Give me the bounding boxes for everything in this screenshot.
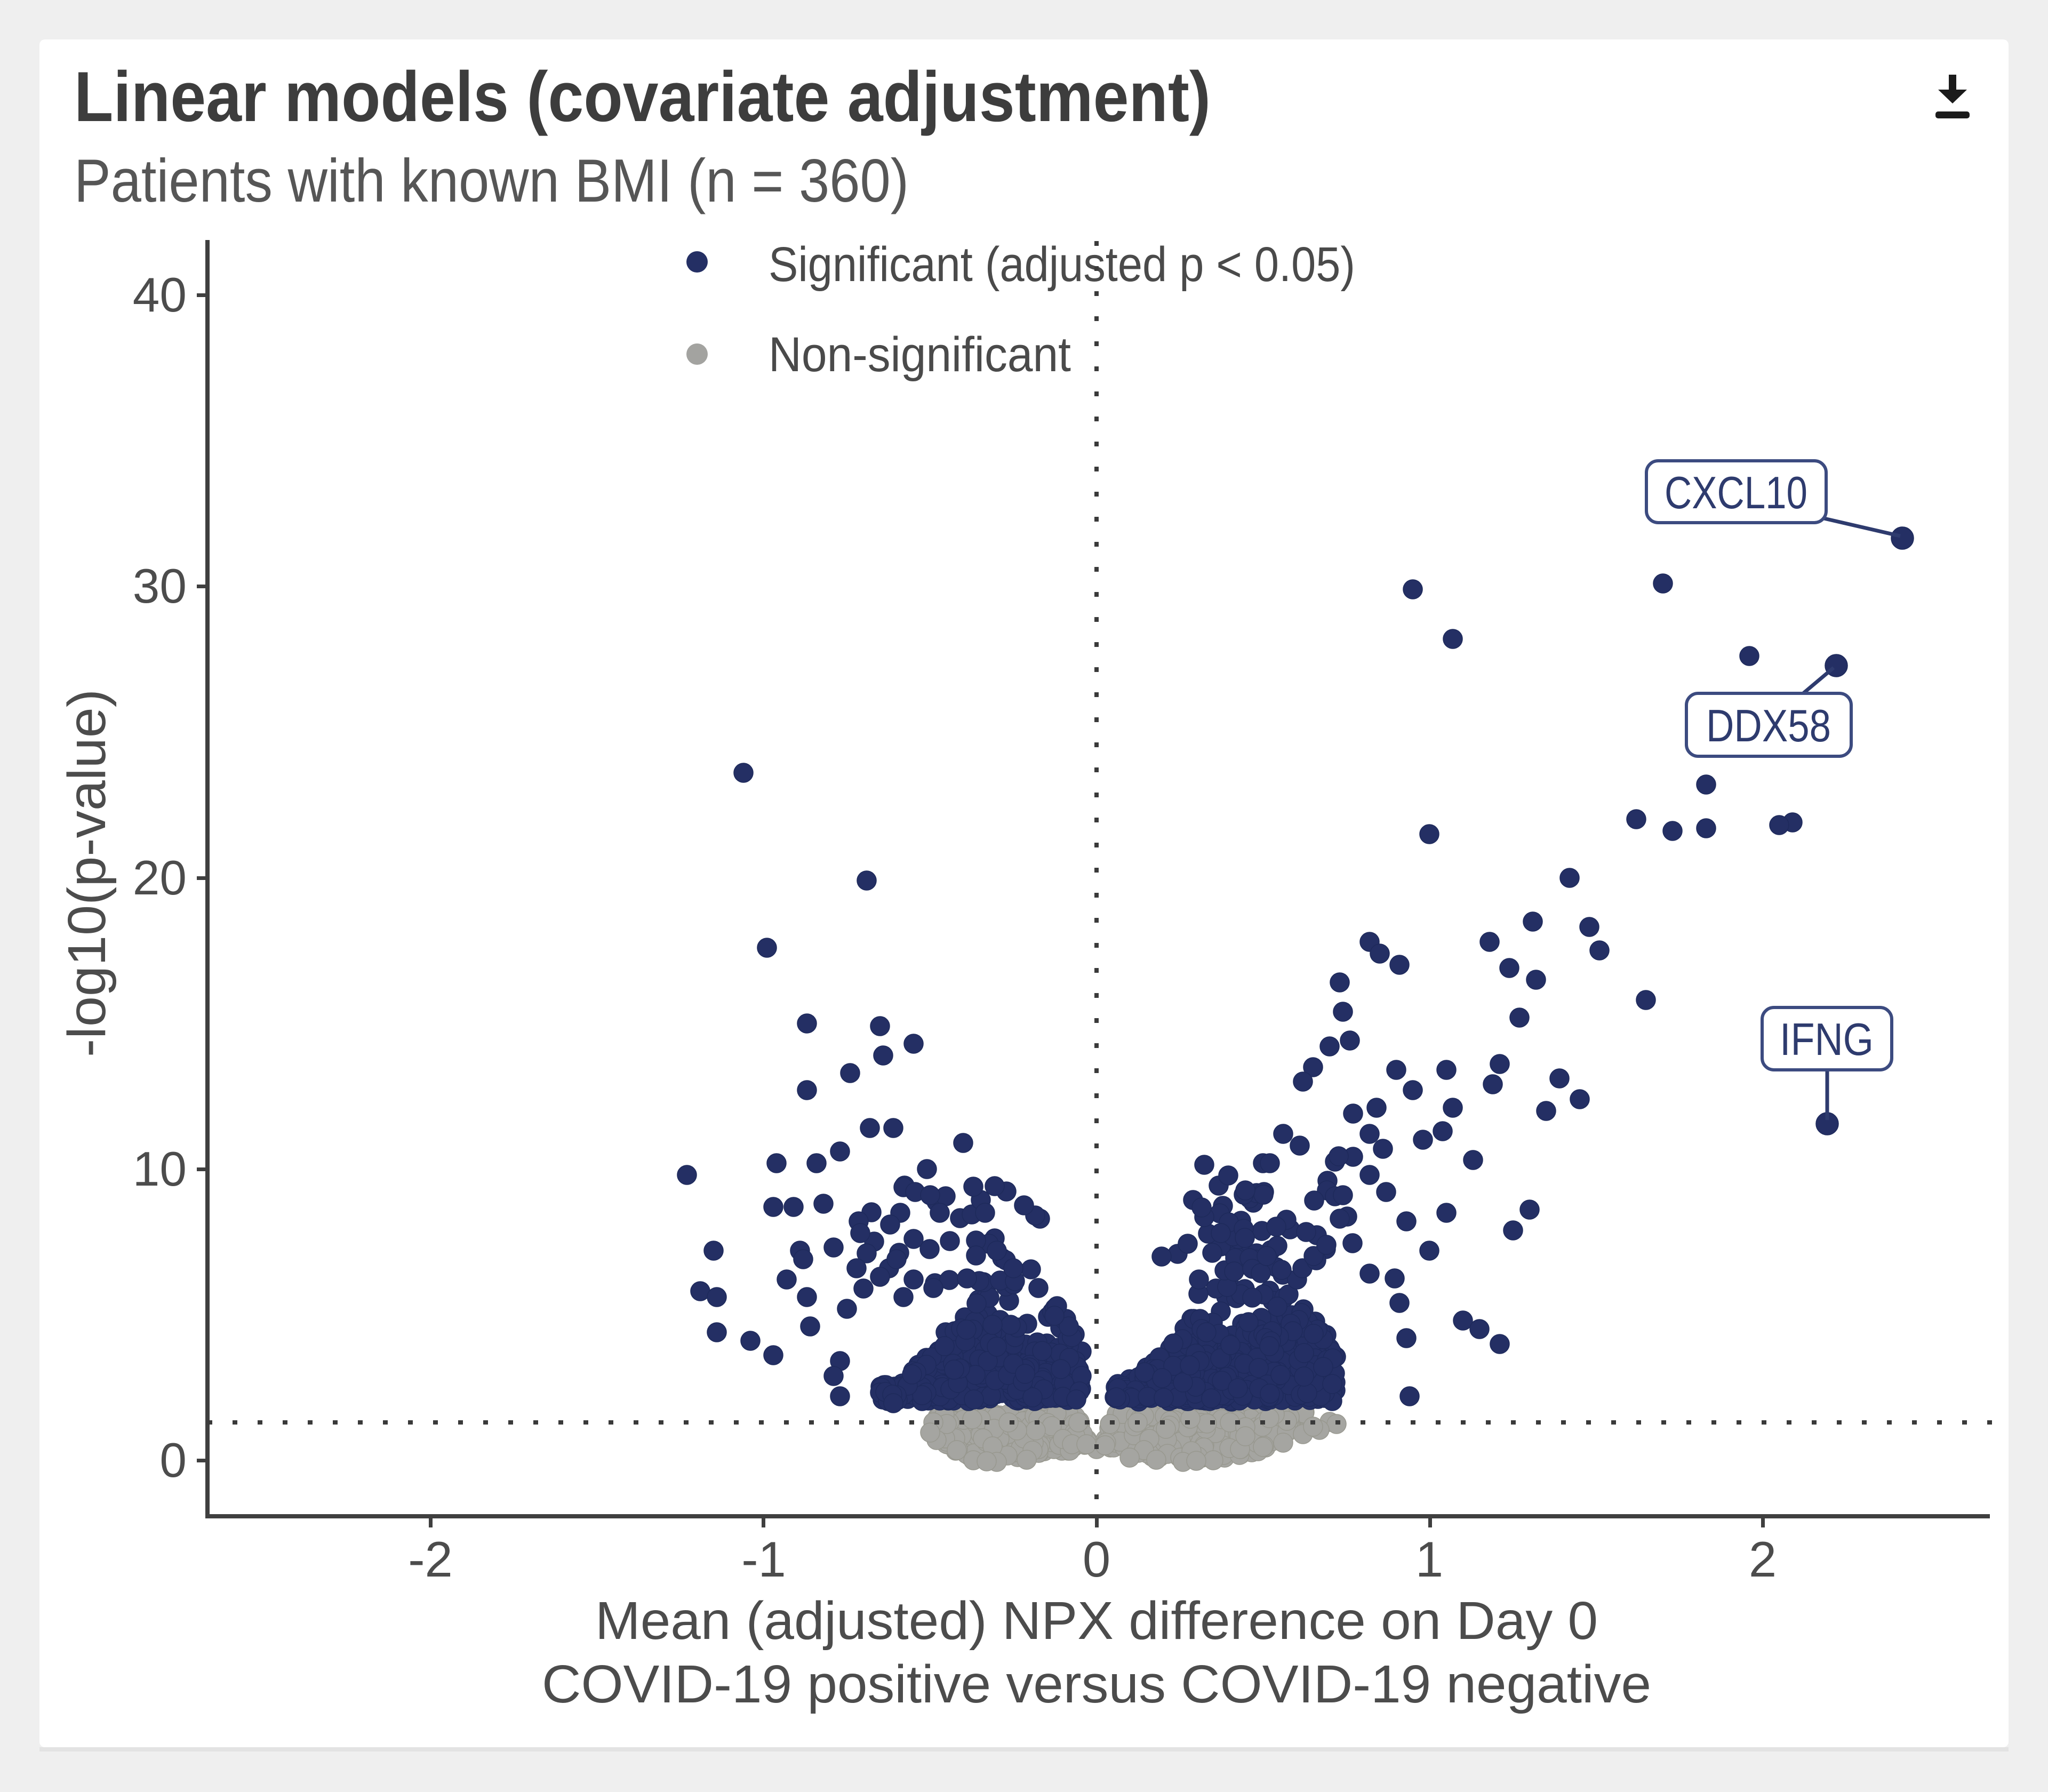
svg-text:0: 0 (159, 1434, 187, 1487)
svg-text:2: 2 (1749, 1531, 1777, 1587)
svg-text:Mean (adjusted) NPX difference: Mean (adjusted) NPX difference on Day 0 (595, 1591, 1598, 1651)
svg-text:-log10(p-value): -log10(p-value) (57, 689, 117, 1057)
svg-text:0: 0 (1083, 1531, 1110, 1587)
svg-text:40: 40 (133, 268, 187, 322)
svg-text:-2: -2 (408, 1531, 453, 1587)
svg-text:10: 10 (133, 1142, 187, 1196)
svg-text:Non-significant: Non-significant (769, 327, 1071, 382)
svg-text:CXCL10: CXCL10 (1665, 468, 1807, 518)
svg-text:Linear models (covariate adjus: Linear models (covariate adjustment) (74, 58, 1211, 137)
svg-text:1: 1 (1415, 1531, 1443, 1587)
svg-text:Significant (adjusted p < 0.05: Significant (adjusted p < 0.05) (769, 237, 1355, 292)
svg-text:30: 30 (133, 559, 187, 613)
svg-text:IFNG: IFNG (1780, 1014, 1874, 1065)
svg-text:COVID-19 positive versus COVID: COVID-19 positive versus COVID-19 negati… (542, 1654, 1651, 1714)
svg-text:20: 20 (133, 851, 187, 905)
svg-text:Patients with known BMI (n = 3: Patients with known BMI (n = 360) (74, 147, 909, 215)
svg-text:DDX58: DDX58 (1706, 701, 1831, 751)
svg-text:-1: -1 (741, 1531, 786, 1587)
